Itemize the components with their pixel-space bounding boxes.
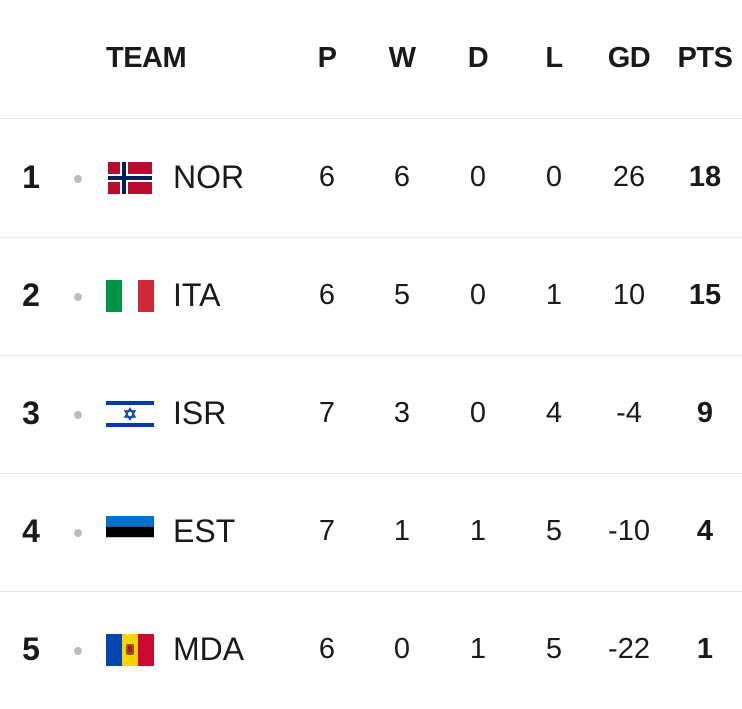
drawn: 1	[469, 515, 487, 547]
lost: 5	[545, 515, 563, 547]
goal-difference: -10	[608, 515, 650, 547]
lost: 4	[545, 397, 563, 429]
header-played[interactable]: P	[317, 42, 337, 74]
team-name[interactable]: NOR	[173, 159, 245, 195]
goal-difference: 26	[612, 161, 646, 193]
lost: 5	[545, 633, 563, 665]
table-header: TEAM P W D L GD PTS	[0, 0, 742, 119]
drawn: 1	[469, 633, 487, 665]
table-row[interactable]: 3 ISR 7 3 0 4 -4 9	[0, 355, 742, 474]
played: 6	[318, 279, 336, 311]
rank: 3	[22, 395, 40, 431]
won: 1	[393, 515, 411, 547]
form-dot-icon	[74, 647, 82, 655]
italy-flag-icon	[106, 280, 154, 312]
won: 3	[393, 397, 411, 429]
drawn: 0	[469, 161, 487, 193]
form-dot-icon	[74, 411, 82, 419]
table-row[interactable]: 1 NOR 6 6 0 0 26 18	[0, 119, 742, 238]
form-dot-icon	[74, 175, 82, 183]
header-team[interactable]: TEAM	[106, 42, 187, 74]
norway-flag-icon	[106, 162, 154, 194]
lost: 1	[545, 279, 563, 311]
points: 18	[688, 161, 722, 193]
team-name[interactable]: ITA	[173, 277, 221, 313]
drawn: 0	[469, 279, 487, 311]
goal-difference: 10	[612, 279, 646, 311]
moldova-flag-icon	[106, 634, 154, 666]
rank: 5	[22, 631, 40, 667]
table-row[interactable]: 5 MDA 6 0 1 5 -22 1	[0, 591, 742, 709]
form-dot-icon	[74, 293, 82, 301]
played: 6	[318, 633, 336, 665]
team-name[interactable]: EST	[173, 513, 236, 549]
goal-difference: -22	[608, 633, 650, 665]
israel-flag-icon	[106, 398, 154, 430]
header-won[interactable]: W	[388, 42, 416, 74]
points: 1	[696, 633, 714, 665]
goal-difference: -4	[616, 397, 642, 429]
rank: 2	[22, 277, 40, 313]
team-name[interactable]: ISR	[173, 395, 227, 431]
played: 6	[318, 161, 336, 193]
played: 7	[318, 515, 336, 547]
won: 0	[393, 633, 411, 665]
table-row[interactable]: 2 ITA 6 5 0 1 10 15	[0, 237, 742, 356]
table-row[interactable]: 4 EST 7 1 1 5 -10 4	[0, 473, 742, 592]
won: 6	[393, 161, 411, 193]
header-lost[interactable]: L	[545, 42, 563, 74]
rank: 4	[22, 513, 40, 549]
form-dot-icon	[74, 529, 82, 537]
played: 7	[318, 397, 336, 429]
rank: 1	[22, 159, 40, 195]
team-name[interactable]: MDA	[173, 631, 245, 667]
won: 5	[393, 279, 411, 311]
estonia-flag-icon	[106, 516, 154, 548]
lost: 0	[545, 161, 563, 193]
header-goal-difference[interactable]: GD	[607, 42, 651, 74]
drawn: 0	[469, 397, 487, 429]
points: 4	[696, 515, 714, 547]
points: 15	[688, 279, 722, 311]
header-drawn[interactable]: D	[467, 42, 489, 74]
header-points[interactable]: PTS	[677, 42, 733, 74]
points: 9	[696, 397, 714, 429]
